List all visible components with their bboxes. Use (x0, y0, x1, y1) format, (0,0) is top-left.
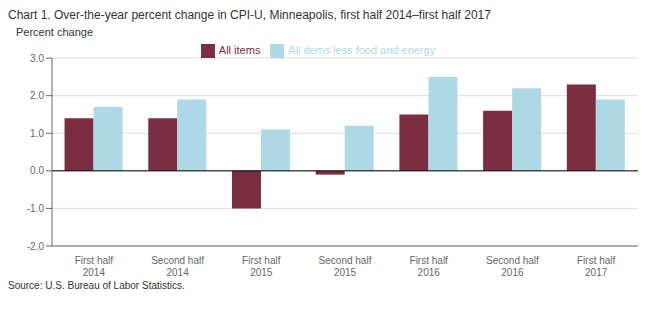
svg-text:1.0: 1.0 (30, 128, 44, 139)
svg-text:2.0: 2.0 (30, 90, 44, 101)
svg-text:Second half2016: Second half2016 (486, 255, 539, 278)
svg-text:0.0: 0.0 (30, 165, 44, 176)
svg-text:First half2016: First half2016 (410, 255, 449, 278)
svg-text:Second half2015: Second half2015 (319, 255, 372, 278)
html-text:Chart 1. Over-the-year percent: Chart 1. Over-the-year percent change in… (8, 8, 491, 22)
svg-text:First half2014: First half2014 (75, 255, 114, 278)
html-text:Source: U.S. Bureau of Labor S: Source: U.S. Bureau of Labor Statistics. (8, 280, 185, 291)
svg-text:First half2015: First half2015 (242, 255, 281, 278)
html-text:All items less food and energy: All items less food and energy (288, 44, 436, 56)
html-text:Percent change: Percent change (16, 26, 94, 38)
svg-text:First half2017: First half2017 (577, 255, 616, 278)
svg-text:-2.0: -2.0 (27, 241, 45, 252)
html-text:All items: All items (218, 44, 261, 56)
svg-text:3.0: 3.0 (30, 53, 44, 64)
svg-text:-1.0: -1.0 (27, 203, 45, 214)
svg-text:Second half2014: Second half2014 (151, 255, 204, 278)
